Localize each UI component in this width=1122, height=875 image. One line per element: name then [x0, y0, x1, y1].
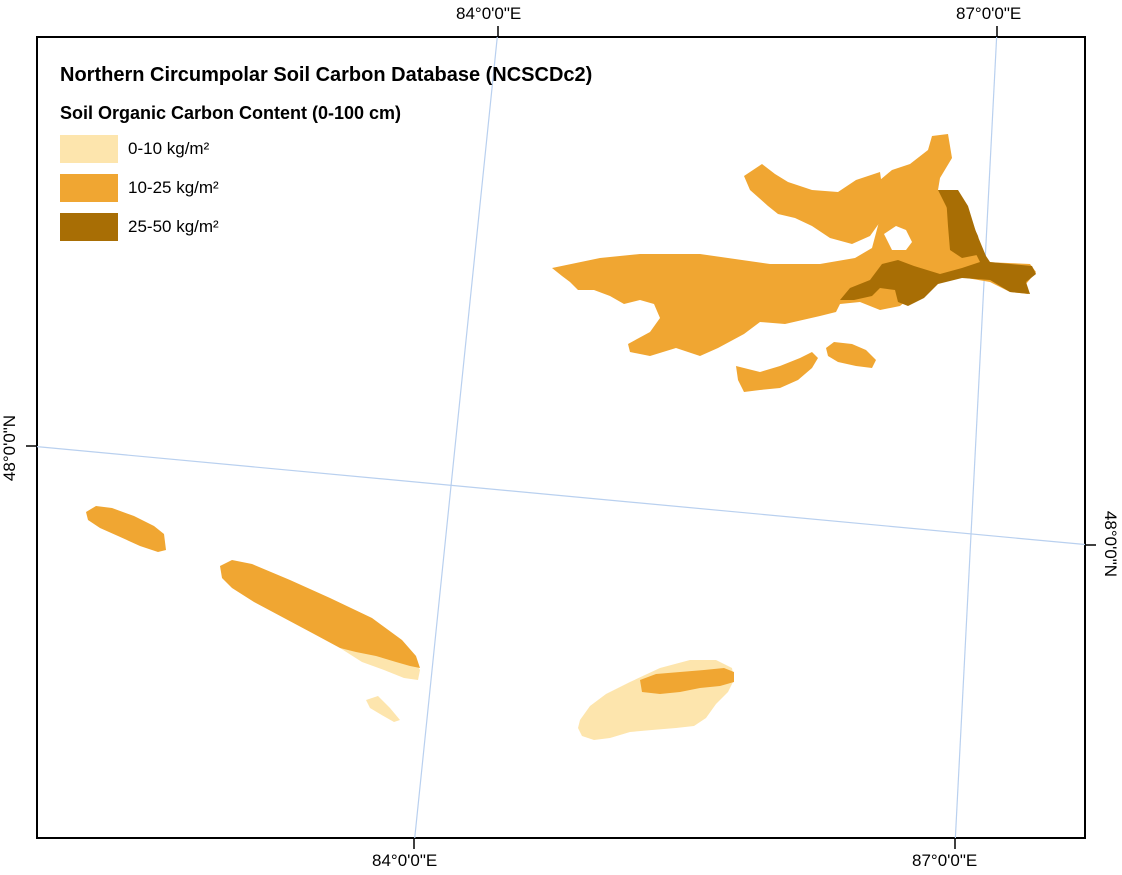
region-ne-gap: [884, 226, 912, 250]
region-s-medium[interactable]: [640, 668, 734, 694]
legend: Northern Circumpolar Soil Carbon Databas…: [60, 62, 592, 241]
legend-item-high: 25-50 kg/m²: [60, 213, 592, 241]
region-ne-high-east[interactable]: [840, 190, 1036, 306]
region-ne-medium-upper[interactable]: [744, 164, 884, 244]
parallel-48n: [37, 446, 1085, 546]
soil-carbon-polygons: [86, 134, 1036, 740]
legend-label-medium: 10-25 kg/m²: [128, 178, 219, 197]
grid-label-right-48n: 48°0'0"N: [1101, 510, 1120, 578]
region-ne-medium[interactable]: [552, 134, 1036, 356]
legend-subtitle: Soil Organic Carbon Content (0-100 cm): [60, 103, 402, 123]
meridian-84e: [414, 37, 498, 838]
legend-label-low: 0-10 kg/m²: [128, 139, 210, 158]
meridian-87e: [954, 37, 998, 838]
region-ne-islet[interactable]: [826, 342, 876, 368]
grid-label-top-84e: 84°0'0"E: [456, 4, 522, 23]
region-sw-islet[interactable]: [366, 696, 400, 722]
region-ne-high-north[interactable]: [946, 196, 982, 258]
region-w-small[interactable]: [86, 506, 166, 552]
grid-label-bottom-87e: 87°0'0"E: [912, 851, 978, 870]
legend-item-medium: 10-25 kg/m²: [60, 174, 592, 202]
region-ne-tail[interactable]: [736, 352, 818, 392]
legend-item-low: 0-10 kg/m²: [60, 135, 592, 163]
map-title: Northern Circumpolar Soil Carbon Databas…: [60, 64, 593, 86]
legend-label-high: 25-50 kg/m²: [128, 217, 219, 236]
graticule: [37, 37, 1085, 838]
grid-label-bottom-84e: 84°0'0"E: [372, 851, 438, 870]
legend-swatch-medium: [60, 174, 118, 202]
region-sw-medium[interactable]: [220, 560, 420, 668]
legend-swatch-high: [60, 213, 118, 241]
grid-label-left-48n: 48°0'0"N: [0, 414, 19, 482]
graticule-ticks: [26, 26, 1096, 849]
legend-swatch-low: [60, 135, 118, 163]
grid-label-top-87e: 87°0'0"E: [956, 4, 1022, 23]
